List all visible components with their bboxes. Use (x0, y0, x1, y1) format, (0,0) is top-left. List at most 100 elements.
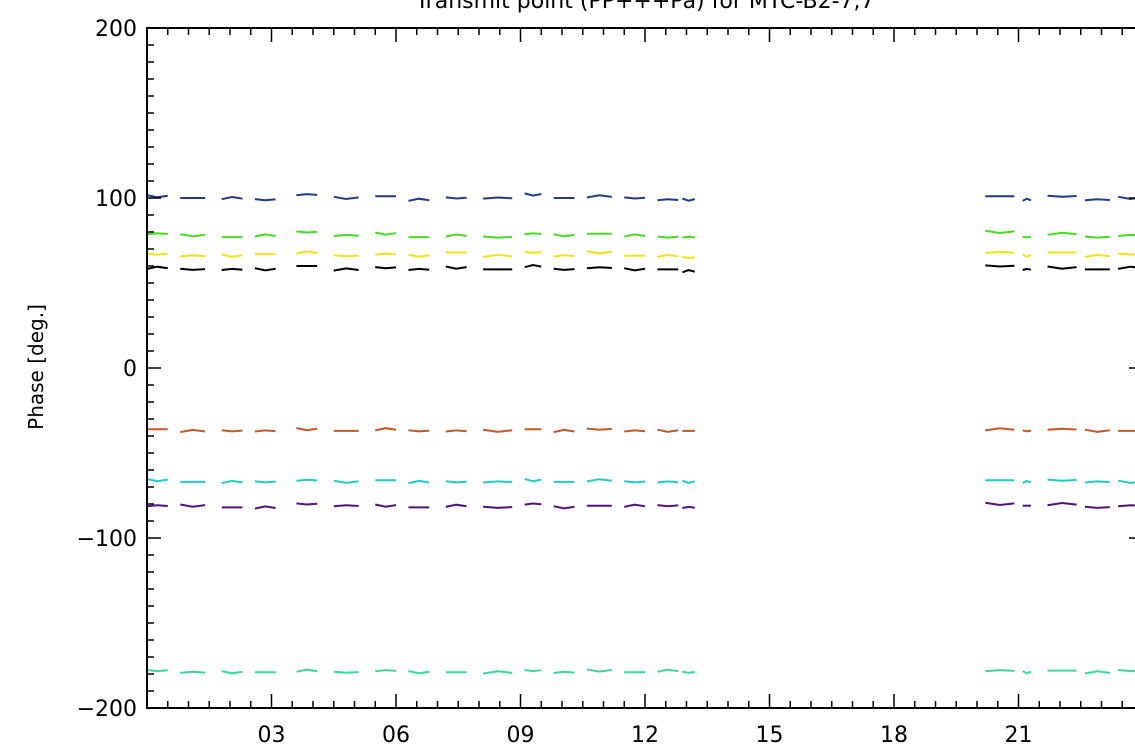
series-segment (1022, 429, 1032, 433)
series-segment (1022, 253, 1032, 258)
series-segment (1047, 231, 1077, 236)
series-segment (146, 504, 168, 508)
series-segment (254, 480, 276, 484)
series-segment (524, 478, 542, 483)
series-segment (624, 503, 646, 508)
series-segment (221, 195, 243, 201)
series-segment (445, 480, 467, 484)
series-segment (553, 267, 575, 271)
x-tick-label: 21 (1005, 723, 1033, 748)
series-segment (553, 505, 575, 510)
series-segment (296, 502, 318, 506)
series-segment (1022, 670, 1032, 675)
series-segment (408, 267, 430, 271)
plot-area (146, 192, 1135, 675)
x-tick-label: 03 (258, 723, 286, 748)
series-segment (1084, 480, 1110, 484)
series-segment (553, 254, 575, 258)
series-segment (146, 265, 168, 270)
series-segment (180, 428, 206, 434)
series-segment (1084, 670, 1110, 675)
series-segment (221, 253, 243, 258)
series-segment (1084, 253, 1110, 258)
y-tick-label: −100 (77, 527, 137, 552)
series-segment (221, 267, 243, 271)
series-segment (483, 196, 513, 200)
series-segment (254, 505, 276, 510)
series-segment (296, 668, 318, 673)
series-segment (1118, 233, 1135, 237)
series-6 (146, 478, 1135, 485)
series-segment (553, 670, 575, 674)
series-segment (254, 198, 276, 202)
series-segment (483, 505, 513, 509)
series-segment (254, 233, 276, 238)
axis-ticks: 200 100 0 −100 −200 03 06 09 12 15 18 21 (77, 17, 1135, 748)
x-tick-label: 15 (756, 723, 784, 748)
series-segment (296, 478, 318, 482)
series-segment (553, 233, 575, 238)
series-segment (657, 253, 679, 258)
series-segment (1084, 198, 1110, 202)
series-segment (445, 233, 467, 238)
series-segment (624, 233, 646, 238)
series-segment (657, 480, 679, 484)
series-segment (586, 668, 612, 673)
y-tick-label: 100 (95, 187, 137, 212)
series-segment (1084, 428, 1110, 433)
series-segment (333, 195, 359, 201)
series-segment (1047, 194, 1077, 198)
series-segment (1047, 501, 1077, 507)
series-segment (146, 478, 168, 483)
series-segment (1022, 197, 1032, 202)
series-segment (985, 427, 1015, 432)
series-segment (296, 427, 318, 432)
series-segment (1118, 252, 1135, 256)
series-segment (483, 428, 513, 433)
series-segment (375, 669, 397, 673)
series-segment (221, 670, 243, 675)
series-segment (586, 478, 612, 483)
series-segment (483, 235, 513, 239)
series-segment (586, 266, 612, 270)
series-segment (624, 196, 646, 200)
series-segment (985, 669, 1015, 673)
series-2 (146, 229, 1135, 239)
series-segment (254, 429, 276, 433)
series-segment (682, 479, 696, 484)
series-segment (624, 429, 646, 433)
series-segment (296, 230, 318, 234)
series-5 (147, 427, 1135, 434)
series-segment (408, 479, 430, 485)
series-segment (445, 429, 467, 433)
series-segment (985, 250, 1015, 254)
series-segment (1117, 479, 1135, 484)
series-segment (586, 250, 612, 255)
series-segment (375, 252, 397, 256)
series-segment (483, 480, 513, 484)
series-segment (333, 479, 359, 484)
series-segment (333, 504, 359, 508)
series-segment (408, 429, 430, 433)
series-segment (682, 197, 696, 202)
series-segment (333, 670, 359, 674)
series-segment (1118, 504, 1135, 508)
series-segment (586, 194, 612, 199)
series-segment (296, 193, 318, 197)
series-segment (524, 502, 542, 506)
series-segment (1047, 265, 1077, 270)
series-segment (333, 254, 359, 258)
series-segment (657, 235, 679, 239)
series-segment (1022, 479, 1032, 484)
series-segment (1118, 669, 1135, 673)
series-segment (524, 192, 542, 197)
y-tick-label: 200 (95, 17, 137, 42)
x-tick-label: 09 (507, 723, 535, 748)
series-segment (221, 479, 243, 485)
series-segment (254, 267, 276, 272)
series-segment (657, 504, 679, 508)
series-4 (146, 263, 1135, 274)
series-segment (524, 669, 542, 673)
series-segment (524, 232, 542, 236)
